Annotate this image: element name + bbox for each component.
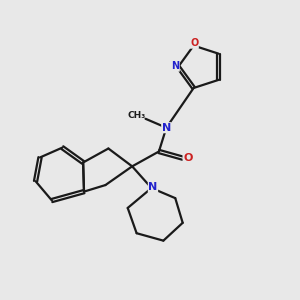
- Text: N: N: [148, 182, 158, 193]
- Text: N: N: [171, 61, 179, 71]
- Text: O: O: [190, 38, 198, 48]
- Text: N: N: [162, 123, 171, 133]
- Text: O: O: [183, 153, 192, 163]
- Text: CH₃: CH₃: [128, 111, 146, 120]
